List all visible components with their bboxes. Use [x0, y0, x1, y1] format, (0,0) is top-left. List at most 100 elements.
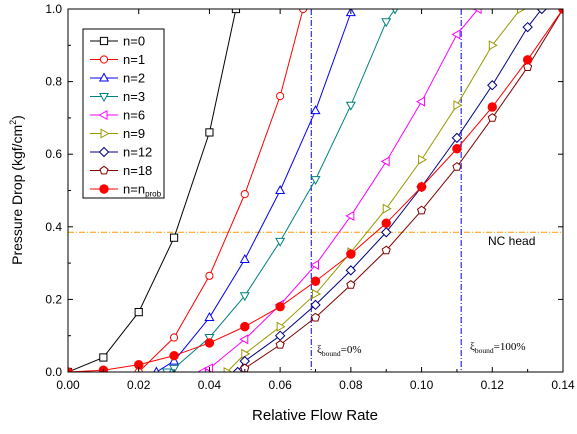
series-line — [237, 9, 543, 372]
series-line — [202, 9, 479, 372]
y-tick-label: 0.8 — [45, 75, 62, 89]
legend-marker — [99, 165, 109, 175]
data-point — [345, 265, 357, 276]
y-axis-label: Pressure Drop (kgf/cm2) — [8, 115, 25, 265]
data-point — [240, 321, 250, 332]
series-line — [244, 9, 563, 369]
data-point — [309, 259, 319, 270]
series-4 — [196, 9, 482, 372]
legend-label: n=nprob — [123, 182, 162, 199]
data-point — [487, 102, 497, 112]
data-point — [310, 276, 321, 286]
legend-label: n=1 — [123, 52, 145, 67]
data-point — [472, 9, 482, 15]
xi-bound-high-label: ξbound=100% — [470, 341, 526, 355]
y-tick-label: 0.4 — [45, 220, 62, 234]
legend-box — [82, 28, 165, 199]
axes-layer: 0.00 0.02 0.04 0.06 0.08 0.10 0.12 0.14 0.0 0.2 0.… — [45, 2, 575, 392]
x-tick-label: 0.04 — [198, 378, 222, 392]
legend-marker — [98, 146, 110, 158]
data-point — [346, 249, 356, 259]
data-point — [169, 233, 179, 242]
data-point — [275, 301, 285, 312]
data-point — [381, 218, 391, 228]
data-point — [451, 29, 461, 40]
data-point — [416, 96, 426, 107]
data-point — [536, 9, 547, 15]
data-point — [310, 312, 321, 322]
legend-marker — [98, 72, 110, 82]
y-tick-label: 1.0 — [45, 2, 62, 16]
data-point — [487, 80, 498, 91]
series-3 — [161, 9, 399, 372]
data-point — [239, 292, 250, 302]
data-point — [452, 162, 462, 171]
data-point — [240, 190, 249, 199]
series-2 — [153, 9, 356, 372]
x-tick-label: 0.12 — [481, 378, 505, 392]
data-point — [522, 21, 533, 33]
x-tick-label: 0.14 — [551, 378, 575, 392]
data-point — [418, 154, 428, 165]
data-point — [203, 363, 213, 372]
data-point — [98, 365, 109, 372]
data-point — [169, 364, 180, 372]
data-point — [310, 105, 321, 115]
data-point — [239, 253, 250, 263]
data-point — [275, 237, 286, 247]
legend-label: n=9 — [123, 126, 145, 141]
x-tick-label: 0.02 — [127, 378, 151, 392]
legend-marker — [99, 55, 109, 64]
data-point — [416, 205, 427, 215]
data-point — [275, 339, 285, 349]
data-point — [232, 366, 243, 372]
legend-label: n=6 — [123, 108, 145, 123]
data-point — [517, 9, 527, 15]
reference-lines — [68, 9, 563, 372]
data-point — [239, 334, 249, 345]
data-point — [452, 144, 462, 154]
data-point — [345, 101, 356, 111]
data-point — [381, 18, 392, 28]
legend-marker — [100, 128, 110, 139]
legend-label: n=0 — [123, 34, 145, 49]
x-tick-label: 0.00 — [56, 378, 80, 392]
data-point — [205, 271, 214, 280]
legend-marker — [99, 36, 109, 46]
xi-bound-low-label: ξbound=0% — [317, 344, 362, 358]
x-tick-label: 0.06 — [268, 378, 292, 392]
data-point — [522, 55, 533, 65]
data-point — [223, 366, 233, 372]
nc-head-label: NC head — [488, 234, 535, 248]
series-line — [68, 9, 237, 372]
data-point — [391, 9, 399, 15]
data-point — [310, 299, 321, 311]
data-point — [275, 184, 286, 194]
legend-marker — [99, 184, 109, 194]
y-tick-label: 0.6 — [45, 147, 62, 161]
data-point — [276, 321, 286, 332]
x-tick-label: 0.08 — [339, 378, 363, 392]
data-point — [382, 203, 392, 214]
data-point — [134, 308, 143, 317]
data-point — [312, 288, 322, 300]
data-point — [205, 128, 214, 137]
series-7 — [240, 9, 563, 372]
data-point — [204, 338, 215, 348]
legend-marker — [98, 93, 110, 103]
data-point — [523, 62, 533, 71]
data-point — [153, 366, 160, 372]
series-line — [226, 9, 521, 372]
series-layer — [68, 9, 563, 372]
data-point — [169, 350, 179, 361]
series-8 — [68, 9, 563, 372]
series-line — [138, 9, 304, 372]
legend-label: n=18 — [123, 163, 152, 178]
data-point — [161, 368, 173, 372]
legend-marker — [98, 109, 108, 121]
data-point — [241, 348, 251, 359]
data-point — [231, 9, 241, 14]
legend-label: n=3 — [123, 89, 145, 104]
data-point — [299, 9, 308, 14]
data-point — [99, 353, 108, 362]
